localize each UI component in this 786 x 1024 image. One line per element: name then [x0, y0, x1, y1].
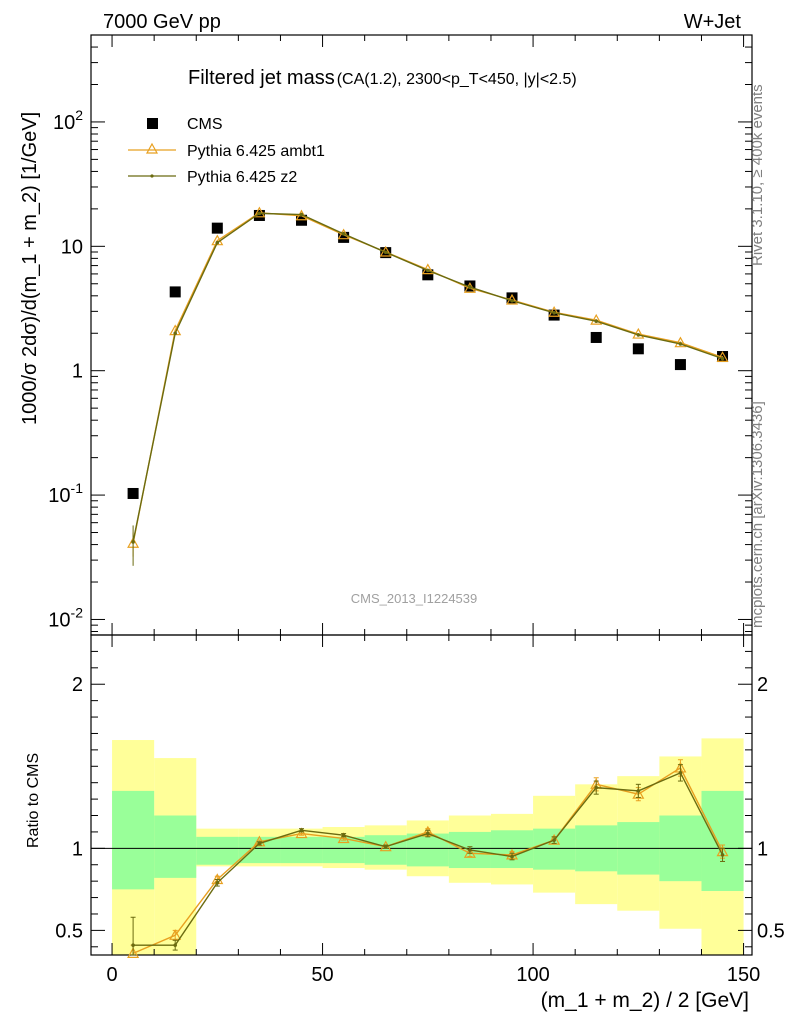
y-tick-label: 1: [72, 361, 83, 383]
ratio-z2-point: [257, 841, 262, 846]
mcplots-label: mcplots.cern.ch [arXiv:1306.3436]: [749, 401, 766, 628]
z2-data-point: [720, 356, 725, 361]
ratio-z2-point: [510, 854, 514, 859]
band-inner-bin: [154, 815, 197, 878]
ratio-z2-point: [131, 943, 135, 947]
ratio-z2-point: [552, 838, 556, 842]
ratio-z2-point: [678, 771, 683, 775]
ratio-z2-point: [383, 844, 388, 849]
analysis-watermark: CMS_2013_I1224539: [351, 591, 478, 606]
cms-data-point: [590, 331, 602, 343]
band-inner-bin: [112, 790, 155, 890]
band-inner-bin: [364, 835, 407, 865]
z2-data-point: [341, 232, 346, 236]
rivet-version-label: Rivet 3.1.10, ≥ 400k events: [749, 84, 766, 266]
legend-marker-ambt1: [145, 142, 159, 154]
z2-data-point: [594, 319, 599, 324]
ratio-z2-point: [468, 848, 472, 852]
ratio-ambt1-point: [295, 827, 308, 839]
z2-data-point: [426, 268, 430, 273]
ratio-ambt1-point: [632, 787, 645, 799]
legend-label-cms: CMS: [187, 116, 223, 133]
cms-data-point: [127, 487, 139, 499]
ambt1-line: [132, 212, 723, 544]
ratio-z2-point: [299, 828, 304, 833]
ratio-z2-point: [173, 943, 178, 947]
x-tick-label: 100: [516, 964, 549, 986]
x-tick-label: 150: [727, 964, 760, 986]
z2-data-point: [552, 311, 556, 315]
cms-data-point: [548, 309, 560, 321]
z2-line: [132, 212, 723, 543]
ratio-ambt1-point: [337, 832, 350, 844]
cms-data-point: [674, 359, 686, 371]
y-tick-label: 10: [61, 236, 83, 258]
ratio-y-tick-label-right: 0.5: [757, 920, 785, 942]
ratio-z2-point: [341, 833, 346, 838]
tick-labels: 0 50 100 150 10-2 10-1 1 10 102 0.5 0.5 1 1 2 2: [48, 107, 785, 986]
main-y-axis-label: 1000/σ 2dσ)/d(m_1 + m_2) [1/GeV]: [19, 112, 41, 425]
z2-data-point: [131, 540, 135, 544]
y-tick-label: 10-1: [48, 480, 83, 507]
header-right: W+Jet: [684, 11, 742, 33]
cms-data-point: [253, 209, 265, 221]
ratio-y-tick-label-right: 2: [757, 674, 768, 696]
ratio-y-tick-label-left: 1: [72, 838, 83, 860]
x-tick-label: 50: [311, 964, 333, 986]
ratio-z2-point: [720, 853, 725, 857]
cms-data-point: [169, 286, 181, 298]
z2-data-point: [510, 298, 514, 303]
ratio-y-tick-label-right: 1: [757, 838, 768, 860]
ratio-z2-point: [594, 785, 599, 790]
band-inner-bin: [701, 790, 744, 891]
cms-data-point: [211, 222, 223, 234]
ratio-z2-point: [636, 789, 641, 793]
ratio-ambt1-point: [548, 833, 561, 845]
band-inner-bin: [196, 836, 239, 865]
z2-data-point: [468, 285, 472, 289]
chart-title-sub: (CA(1.2), 2300<p_T<450, |y|<2.5): [337, 71, 577, 88]
legend-marker-cms: [147, 118, 158, 129]
y-tick-label: 102: [53, 107, 83, 134]
ratio-y-axis-label: Ratio to CMS: [25, 753, 42, 848]
legend-label-ambt1: Pythia 6.425 ambt1: [187, 143, 325, 160]
ambt1-data-point: [716, 351, 729, 362]
ratio-y-tick-label-left: 2: [72, 674, 83, 696]
cms-data-point: [422, 269, 434, 281]
ratio-ambt1-point: [169, 929, 182, 940]
legend-label-z2: Pythia 6.425 z2: [187, 169, 297, 186]
ratio-z2-point: [215, 880, 220, 885]
z2-data-point: [173, 331, 178, 336]
cms-data-point: [338, 231, 350, 243]
ratio-bands: [112, 738, 744, 955]
ambt1-data-point: [253, 206, 266, 218]
cms-data-point: [632, 343, 644, 355]
x-tick-label: 0: [106, 964, 117, 986]
ratio-plot-frame: [90, 634, 753, 956]
chart-title-main: Filtered jet mass: [188, 67, 335, 89]
z2-data-point: [257, 211, 262, 216]
ratio-plot-border: [90, 634, 753, 956]
ratio-ambt1-point: [127, 947, 140, 958]
ambt1-data-point: [674, 336, 687, 348]
legend-marker-z2: [150, 174, 154, 178]
cms-data-point: [506, 292, 518, 304]
header-left: 7000 GeV pp: [103, 11, 221, 33]
z2-data-point: [678, 342, 683, 346]
ambt1-data-point: [590, 313, 603, 325]
x-axis-label: (m_1 + m_2) / 2 [GeV]: [541, 989, 749, 1012]
legend: CMS Pythia 6.425 ambt1 Pythia 6.425 z2: [128, 116, 325, 186]
ratio-plot-series: [127, 759, 729, 958]
z2-data-point: [299, 212, 304, 217]
main-plot-series: [127, 206, 729, 566]
ratio-y-tick-label-left: 0.5: [55, 920, 83, 942]
y-tick-label: 10-2: [48, 604, 83, 631]
z2-data-point: [636, 333, 641, 337]
z2-data-point: [383, 250, 388, 255]
band-inner-bin: [280, 836, 323, 864]
z2-data-point: [215, 240, 220, 245]
ratio-z2-point: [426, 831, 430, 836]
chart-title: Filtered jet mass (CA(1.2), 2300<p_T<450,…: [188, 67, 577, 89]
